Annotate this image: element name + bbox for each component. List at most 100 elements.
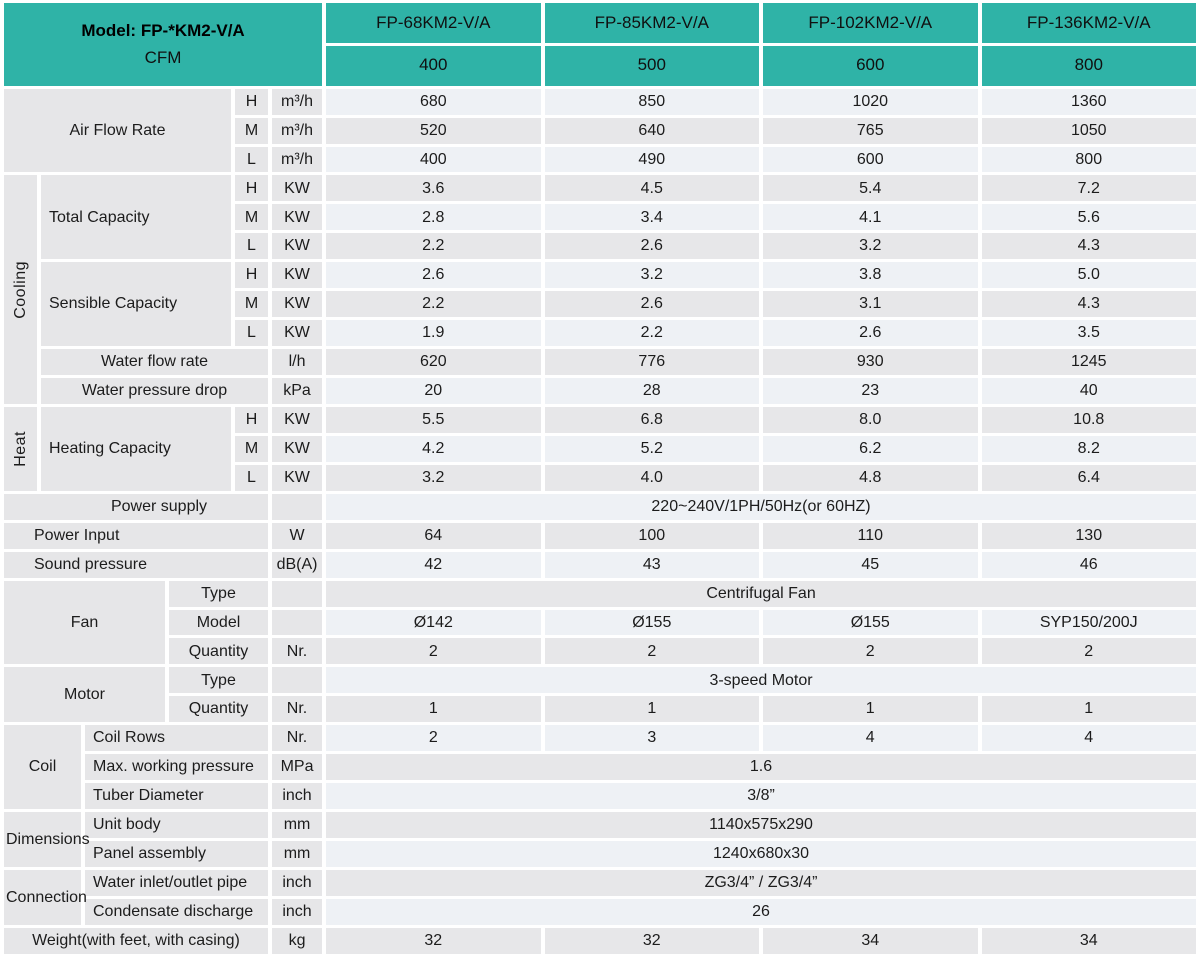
unit-cell: kPa xyxy=(272,378,323,404)
value-cell: Ø155 xyxy=(544,609,760,636)
value-cell: 4.5 xyxy=(544,175,760,202)
value-cell: 2.6 xyxy=(544,233,760,260)
value-cell: 2.2 xyxy=(544,320,760,347)
value-cell: 28 xyxy=(544,378,760,404)
section-label-fan: Fan xyxy=(4,580,165,665)
unit-cell-empty xyxy=(272,667,323,694)
model-title: Model: FP-*KM2-V/A xyxy=(81,20,245,40)
unit-cell: KW xyxy=(272,233,323,260)
dimensions-label: Dimensions xyxy=(6,830,90,848)
value-cell: 10.8 xyxy=(981,406,1196,433)
value-cell: 1360 xyxy=(981,88,1196,115)
sub-label-water-inlet-outlet: Water inlet/outlet pipe xyxy=(85,869,268,896)
value-cell: 2 xyxy=(763,638,978,665)
value-cell: 8.2 xyxy=(981,435,1196,462)
value-cell: 5.0 xyxy=(981,262,1196,289)
value-cell-fan-type: Centrifugal Fan xyxy=(326,580,1196,607)
section-label-heat: Heat xyxy=(4,406,37,491)
value-cell: SYP150/200J xyxy=(981,609,1196,636)
value-cell: 1 xyxy=(763,696,978,723)
unit-cell: KW xyxy=(272,291,323,318)
value-cell-tuber-diameter: 3/8” xyxy=(326,783,1196,810)
value-cell: 2.6 xyxy=(326,262,541,289)
speed-label-m: M xyxy=(235,117,268,144)
speed-label-h: H xyxy=(235,262,268,289)
speed-label-l: L xyxy=(235,464,268,491)
value-cell: 42 xyxy=(326,551,541,578)
unit-cell: KW xyxy=(272,320,323,347)
value-cell: 6.8 xyxy=(544,406,760,433)
value-cell: 32 xyxy=(326,927,541,954)
value-cell: 34 xyxy=(763,927,978,954)
value-cell: 1 xyxy=(544,696,760,723)
heat-vertical-label: Heat xyxy=(11,430,29,467)
value-cell: 400 xyxy=(326,146,541,173)
value-cell: 23 xyxy=(763,378,978,404)
sub-label-motor-type: Type xyxy=(169,667,268,694)
value-cell: 4.1 xyxy=(763,204,978,231)
sub-label-motor-quantity: Quantity xyxy=(169,696,268,723)
speed-label-l: L xyxy=(235,233,268,260)
value-cell: 4.0 xyxy=(544,464,760,491)
value-cell: 5.4 xyxy=(763,175,978,202)
value-cell-water-inlet-outlet: ZG3/4” / ZG3/4” xyxy=(326,869,1196,896)
row-label-sound-pressure: Sound pressure xyxy=(4,551,268,578)
unit-cell: mm xyxy=(272,812,323,838)
value-cell: 3.4 xyxy=(544,204,760,231)
value-cell: 680 xyxy=(326,88,541,115)
value-cell: 1020 xyxy=(763,88,978,115)
value-cell: 640 xyxy=(544,117,760,144)
model-header-cell: Model: FP-*KM2-V/A CFM xyxy=(4,3,323,86)
unit-cell: Nr. xyxy=(272,638,323,665)
value-cell: 2.2 xyxy=(326,291,541,318)
row-label-total-capacity: Total Capacity xyxy=(41,175,231,260)
unit-cell-empty xyxy=(272,493,323,520)
row-label-air-flow: Air Flow Rate xyxy=(4,88,231,173)
column-header-model-2: FP-85KM2-V/A xyxy=(544,3,760,43)
value-cell: 490 xyxy=(544,146,760,173)
unit-cell: inch xyxy=(272,898,323,925)
speed-label-l: L xyxy=(235,146,268,173)
value-cell: 6.2 xyxy=(763,435,978,462)
cfm-label: CFM xyxy=(144,47,182,67)
unit-cell: mm xyxy=(272,841,323,867)
value-cell: 40 xyxy=(981,378,1196,404)
value-cell: 3.2 xyxy=(763,233,978,260)
unit-cell: KW xyxy=(272,406,323,433)
unit-cell: l/h xyxy=(272,349,323,375)
row-label-power-supply: Power supply xyxy=(4,493,268,520)
unit-cell: KW xyxy=(272,464,323,491)
value-cell: 4.8 xyxy=(763,464,978,491)
section-label-cooling: Cooling xyxy=(4,175,37,404)
value-cell: 64 xyxy=(326,522,541,549)
value-cell-power-supply: 220~240V/1PH/50Hz(or 60HZ) xyxy=(326,493,1196,520)
value-cell: 3.2 xyxy=(544,262,760,289)
row-label-power-input: Power Input xyxy=(4,522,268,549)
value-cell: 2.6 xyxy=(763,320,978,347)
value-cell: 4.3 xyxy=(981,291,1196,318)
unit-cell: KW xyxy=(272,262,323,289)
sub-label-panel-assembly: Panel assembly xyxy=(85,841,268,867)
row-label-water-flow-rate: Water flow rate xyxy=(41,349,268,375)
value-cell: 46 xyxy=(981,551,1196,578)
unit-cell: m³/h xyxy=(272,88,323,115)
unit-cell: kg xyxy=(272,927,323,954)
value-cell: 45 xyxy=(763,551,978,578)
value-cell: 600 xyxy=(763,146,978,173)
value-cell: 4 xyxy=(981,725,1196,752)
value-cell: 850 xyxy=(544,88,760,115)
value-cell: 5.5 xyxy=(326,406,541,433)
value-cell: 1 xyxy=(326,696,541,723)
unit-cell: inch xyxy=(272,783,323,810)
value-cell: 620 xyxy=(326,349,541,375)
value-cell: 5.6 xyxy=(981,204,1196,231)
cfm-value-3: 600 xyxy=(763,45,978,86)
value-cell: 4.2 xyxy=(326,435,541,462)
unit-cell: KW xyxy=(272,204,323,231)
value-cell: 2 xyxy=(326,725,541,752)
value-cell: 2 xyxy=(981,638,1196,665)
value-cell: 3.1 xyxy=(763,291,978,318)
value-cell: 6.4 xyxy=(981,464,1196,491)
speed-label-m: M xyxy=(235,291,268,318)
